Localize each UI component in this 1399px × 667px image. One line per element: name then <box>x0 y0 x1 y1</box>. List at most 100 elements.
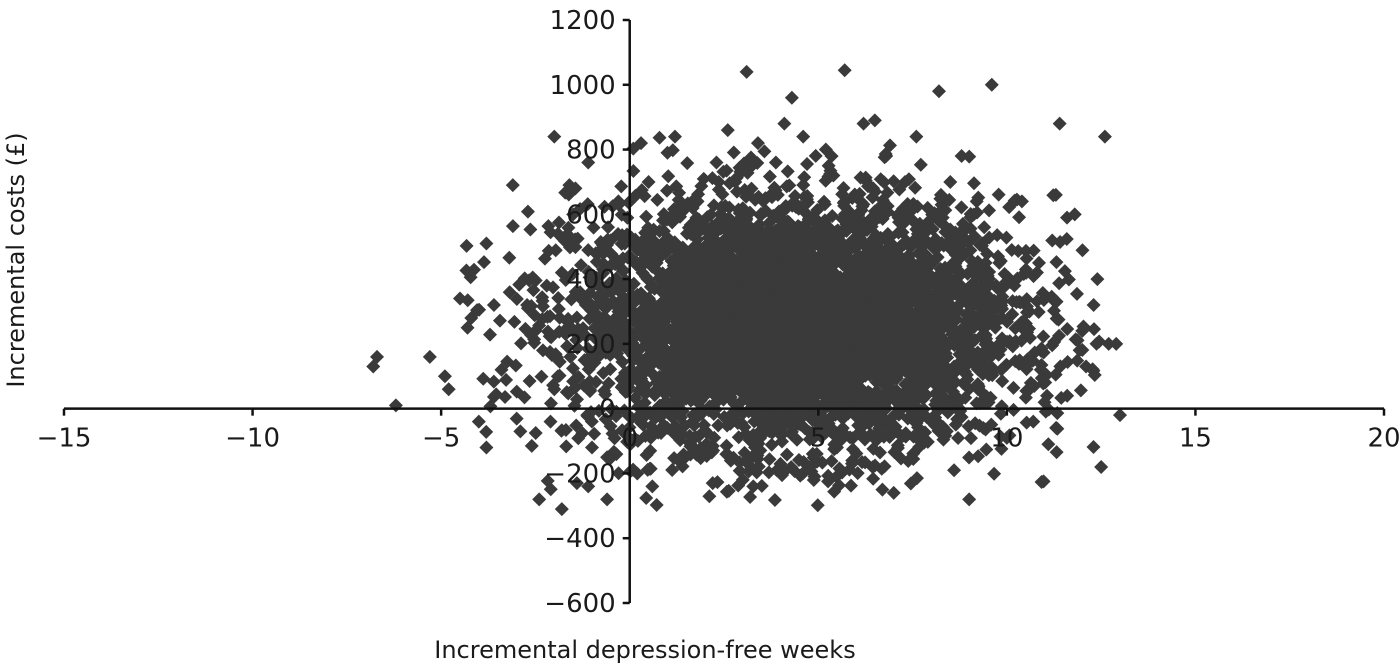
scatter-point <box>665 462 680 477</box>
scatter-point <box>628 188 643 203</box>
scatter-point <box>963 431 978 446</box>
scatter-point <box>722 200 737 215</box>
scatter-point <box>991 187 1006 202</box>
scatter-point <box>559 439 574 454</box>
scatter-point <box>919 387 934 402</box>
scatter-point <box>850 466 865 481</box>
scatter-point <box>1026 243 1041 258</box>
scatter-point <box>570 341 585 356</box>
scatter-point <box>570 231 585 246</box>
scatter-point <box>750 451 765 466</box>
scatter-point <box>886 174 901 189</box>
scatter-point <box>764 437 779 452</box>
scatter-point <box>913 157 928 172</box>
scatter-point <box>587 426 602 441</box>
scatter-point <box>526 283 541 298</box>
scatter-point <box>1089 336 1104 351</box>
scatter-point <box>598 412 613 427</box>
scatter-point <box>523 222 538 237</box>
scatter-point <box>987 466 1002 481</box>
scatter-point <box>716 164 731 179</box>
scatter-point <box>1036 345 1051 360</box>
scatter-point <box>563 349 578 364</box>
scatter-point <box>693 451 708 466</box>
scatter-point <box>767 493 782 508</box>
scatter-point <box>534 369 549 384</box>
scatter-point <box>540 324 555 339</box>
scatter-point <box>732 455 747 470</box>
scatter-point <box>522 374 537 389</box>
scatter-point <box>954 200 969 215</box>
scatter-point <box>637 395 652 410</box>
scatter-point <box>524 438 539 453</box>
scatter-point <box>743 490 758 505</box>
scatter-point <box>1073 383 1088 398</box>
scatter-point <box>719 438 734 453</box>
scatter-point <box>1069 286 1084 301</box>
scatter-point <box>532 492 547 507</box>
scatter-point <box>969 396 984 411</box>
scatter-point <box>961 419 976 434</box>
scatter-point <box>726 145 741 160</box>
scatter-point <box>551 291 566 306</box>
scatter-point <box>1075 243 1090 258</box>
scatter-point <box>951 430 966 445</box>
scatter-point <box>477 255 492 270</box>
scatter-point <box>476 371 491 386</box>
scatter-point <box>824 454 839 469</box>
scatter-point <box>1036 474 1051 489</box>
scatter-point <box>639 447 654 462</box>
scatter-point <box>1031 305 1046 320</box>
scatter-point <box>585 440 599 455</box>
scatter-point <box>1029 265 1044 280</box>
scatter-point <box>762 452 777 467</box>
scatter-point <box>1087 322 1102 337</box>
scatter-point <box>565 266 580 281</box>
scatter-point <box>1032 255 1047 270</box>
scatter-point <box>638 378 653 393</box>
scatter-point <box>634 412 649 427</box>
scatter-point <box>970 362 985 377</box>
scatter-point <box>639 491 654 506</box>
scatter-point <box>574 258 589 273</box>
scatter-point <box>505 219 520 234</box>
scatter-point <box>437 369 452 384</box>
scatter-point <box>768 155 783 170</box>
scatter-point <box>835 421 850 436</box>
scatter-point <box>569 310 584 325</box>
scatter-point <box>1018 243 1033 258</box>
scatter-point <box>535 290 550 305</box>
scatter-point <box>1070 353 1085 368</box>
scatter-point <box>1006 380 1021 395</box>
scatter-point <box>597 199 612 214</box>
scatter-point <box>650 192 665 207</box>
scatter-point <box>514 336 529 351</box>
scatter-point <box>479 236 494 251</box>
scatter-point <box>614 179 629 194</box>
scatter-point <box>575 426 590 441</box>
scatter-point <box>569 333 584 348</box>
scatter-point <box>688 429 703 444</box>
scatter-point <box>911 246 926 261</box>
scatter-point <box>459 238 474 253</box>
scatter-point <box>486 389 501 404</box>
scatter-point <box>784 460 799 475</box>
scatter-point <box>499 372 514 387</box>
scatter-point <box>745 158 760 173</box>
scatter-point <box>1002 200 1017 215</box>
scatter-point <box>561 311 576 326</box>
scatter-point <box>1060 321 1075 336</box>
scatter-point <box>800 156 815 171</box>
scatter-point <box>543 396 558 411</box>
scatter-point <box>584 414 599 429</box>
scatter-point <box>661 169 676 184</box>
scatter-point <box>1027 345 1042 360</box>
scatter-point <box>1072 343 1087 358</box>
scatter-point <box>881 414 896 429</box>
scatter-point <box>483 327 498 342</box>
scatter-point <box>513 424 528 439</box>
scatter-point <box>1057 264 1072 279</box>
scatter-point <box>810 498 825 513</box>
scatter-point <box>581 341 596 356</box>
scatter-point <box>1012 210 1027 225</box>
